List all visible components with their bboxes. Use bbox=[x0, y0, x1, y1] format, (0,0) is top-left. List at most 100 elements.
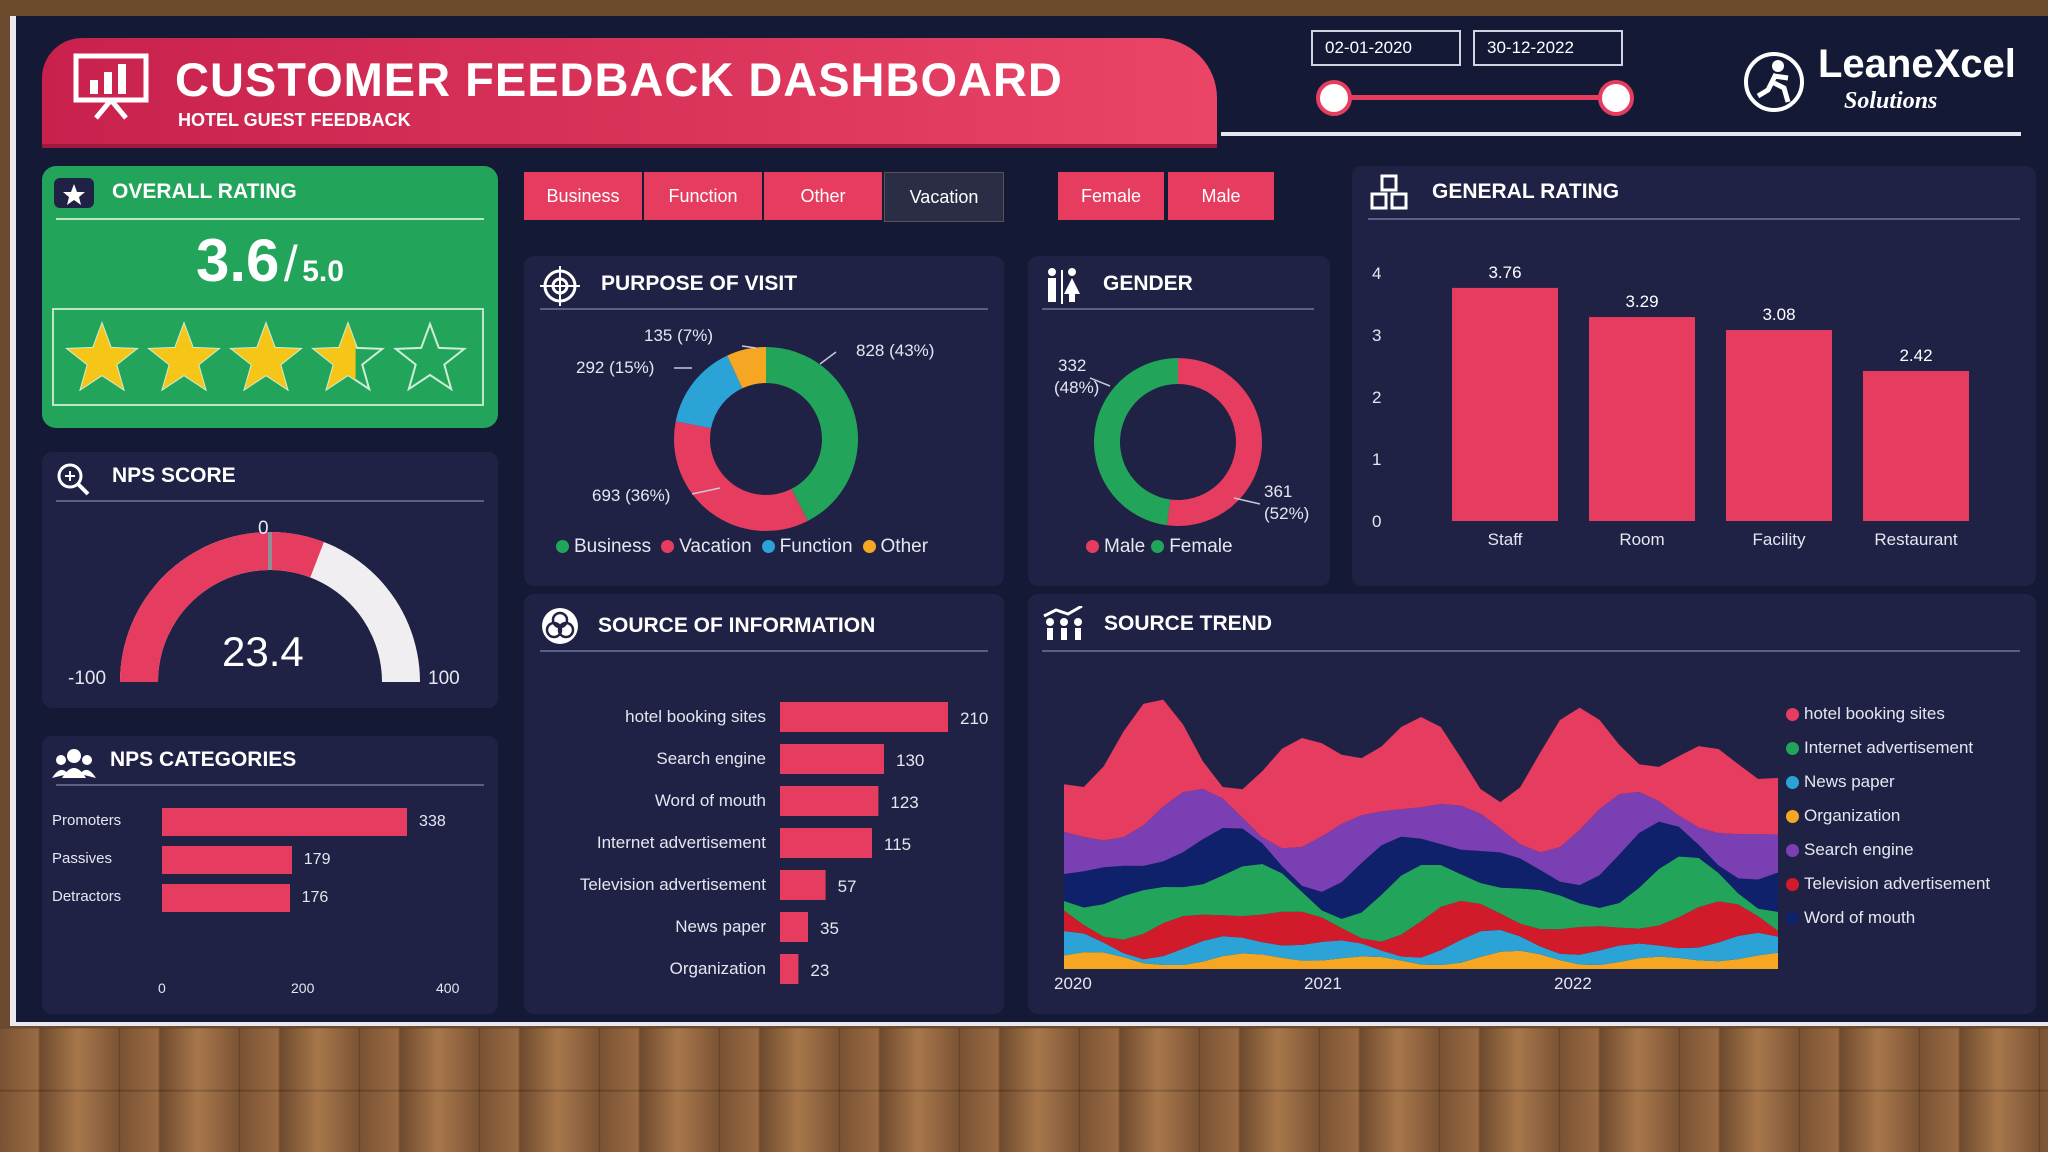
logo-text: LeaneXcel bbox=[1818, 42, 2016, 86]
source-info-bar bbox=[780, 744, 884, 774]
trend-stream-layer bbox=[1064, 788, 1778, 892]
general-rating-ytick: 2 bbox=[1372, 388, 1381, 407]
page-title: CUSTOMER FEEDBACK DASHBOARD bbox=[175, 53, 1063, 106]
gender-label-female-count: 332 bbox=[1058, 356, 1087, 375]
source-info-bar bbox=[780, 702, 948, 732]
presentation-chart-icon bbox=[73, 53, 149, 120]
general-rating-value-label: 3.08 bbox=[1762, 305, 1795, 324]
nps-category-value: 338 bbox=[419, 813, 446, 830]
overall-rating-sep bbox=[56, 218, 484, 220]
purpose-legend-item: Function bbox=[761, 536, 853, 557]
general-rating-category-label: Restaurant bbox=[1874, 530, 1957, 549]
general-rating-category-label: Room bbox=[1619, 530, 1664, 549]
nps-axis-tick: 0 bbox=[158, 980, 166, 996]
nps-score-value: 23.4 bbox=[222, 628, 304, 675]
source-info-value-label: 35 bbox=[820, 919, 839, 938]
overall-rating-panel: OVERALL RATING 3.6 / 5.0 bbox=[42, 166, 498, 428]
source-info-value-label: 210 bbox=[960, 709, 988, 728]
nps-axis-tick: 200 bbox=[291, 980, 315, 996]
purpose-leader-line bbox=[691, 487, 721, 495]
nps-gauge bbox=[120, 532, 420, 682]
magnifier-icon bbox=[57, 463, 90, 496]
purpose-label-function: 292 (15%) bbox=[576, 358, 655, 377]
filter-button-other[interactable]: Other bbox=[764, 172, 882, 220]
date-slider-track bbox=[1334, 95, 1617, 100]
trend-stream-layer bbox=[1064, 699, 1778, 853]
general-rating-ytick: 0 bbox=[1372, 512, 1381, 531]
nps-zero-label: 0 bbox=[258, 518, 269, 539]
start-date-input[interactable]: 02-01-2020 bbox=[1311, 30, 1461, 66]
general-rating-bar bbox=[1726, 330, 1832, 521]
overall-rating-value-row: 3.6 / 5.0 bbox=[42, 226, 498, 295]
gender-leader-line bbox=[1233, 497, 1261, 505]
trend-stream-layer bbox=[1064, 900, 1778, 960]
source-info-bar bbox=[780, 954, 799, 984]
trend-people-icon bbox=[1043, 606, 1083, 640]
source-info-value-label: 23 bbox=[810, 961, 829, 980]
source-info-chart: hotel booking sites 210 Search engine 130 Wo… bbox=[580, 702, 988, 984]
gender-label-female-pct: (48%) bbox=[1054, 378, 1100, 397]
general-rating-category-label: Facility bbox=[1753, 530, 1806, 549]
filter-button-male[interactable]: Male bbox=[1168, 172, 1274, 220]
gender-label-male-count: 361 bbox=[1264, 482, 1293, 501]
gender-legend-item: Male bbox=[1086, 536, 1145, 557]
source-trend-sep bbox=[1042, 650, 2020, 652]
source-trend-stream-chart bbox=[1064, 699, 1778, 969]
source-info-value-label: 115 bbox=[884, 835, 911, 854]
purpose-sep bbox=[540, 308, 988, 310]
date-slider-start-handle[interactable] bbox=[1316, 80, 1352, 116]
nps-category-bar bbox=[162, 846, 292, 874]
cubes-icon bbox=[1370, 174, 1408, 210]
date-slider-end-handle[interactable] bbox=[1598, 80, 1634, 116]
source-info-category-label: Internet advertisement bbox=[597, 833, 766, 852]
general-rating-title: GENERAL RATING bbox=[1432, 180, 1620, 203]
general-rating-sep bbox=[1368, 218, 2020, 220]
source-info-value-label: 57 bbox=[838, 877, 857, 896]
trend-legend-item: hotel booking sites bbox=[1786, 704, 1945, 724]
header-banner: CUSTOMER FEEDBACK DASHBOARD HOTEL GUEST … bbox=[42, 38, 1217, 144]
filter-button-business[interactable]: Business bbox=[524, 172, 642, 220]
nps-score-sep bbox=[56, 500, 484, 502]
nps-min-label: -100 bbox=[68, 668, 107, 689]
source-info-bar bbox=[780, 870, 826, 900]
gender-leader-line bbox=[1089, 377, 1111, 387]
trend-stream-layer bbox=[1064, 929, 1778, 965]
purpose-of-visit-panel: PURPOSE OF VISIT 135 (7%) 292 (15%) 828 … bbox=[524, 256, 1004, 586]
trend-legend-item: Word of mouth bbox=[1786, 908, 1915, 928]
source-info-bar bbox=[780, 828, 872, 858]
gender-legend: Male Female bbox=[1086, 536, 1239, 558]
filter-button-vacation[interactable]: Vacation bbox=[884, 172, 1004, 222]
overall-rating-slash: / bbox=[283, 236, 298, 292]
general-rating-bar bbox=[1863, 370, 1969, 521]
page-subtitle: HOTEL GUEST FEEDBACK bbox=[178, 110, 411, 130]
trend-year-2021: 2021 bbox=[1304, 974, 1342, 993]
filter-button-female[interactable]: Female bbox=[1058, 172, 1164, 220]
source-info-bar bbox=[780, 786, 879, 816]
purpose-slice bbox=[727, 347, 766, 389]
source-info-title: SOURCE OF INFORMATION bbox=[598, 614, 876, 637]
purpose-leader-line bbox=[741, 345, 757, 349]
gender-panel: GENDER 332 (48%) 361 (52%) Male Female bbox=[1028, 256, 1330, 586]
star-fill-icon bbox=[313, 324, 356, 390]
overall-rating-max: 5.0 bbox=[302, 255, 344, 288]
trend-legend-item: Search engine bbox=[1786, 840, 1914, 860]
star-fill-icon bbox=[67, 324, 137, 390]
nps-category-bar bbox=[162, 808, 408, 836]
source-info-sep bbox=[540, 650, 988, 652]
trend-legend-item: Internet advertisement bbox=[1786, 738, 1973, 758]
trend-legend-item: Television advertisement bbox=[1786, 874, 1990, 894]
end-date-input[interactable]: 30-12-2022 bbox=[1473, 30, 1623, 66]
trend-legend-item: Organization bbox=[1786, 806, 1900, 826]
general-rating-category-label: Staff bbox=[1488, 530, 1523, 549]
source-info-bar bbox=[780, 912, 808, 942]
header-divider bbox=[1221, 132, 2021, 136]
purpose-title: PURPOSE OF VISIT bbox=[601, 272, 798, 295]
overall-rating-title: OVERALL RATING bbox=[112, 180, 297, 203]
nps-max-label: 100 bbox=[428, 668, 460, 689]
gender-sep bbox=[1042, 308, 1314, 310]
trend-stream-layer bbox=[1064, 856, 1778, 942]
general-rating-bar bbox=[1452, 287, 1558, 521]
general-rating-bar bbox=[1589, 317, 1695, 521]
gender-slice bbox=[1094, 358, 1178, 526]
filter-button-function[interactable]: Function bbox=[644, 172, 762, 220]
